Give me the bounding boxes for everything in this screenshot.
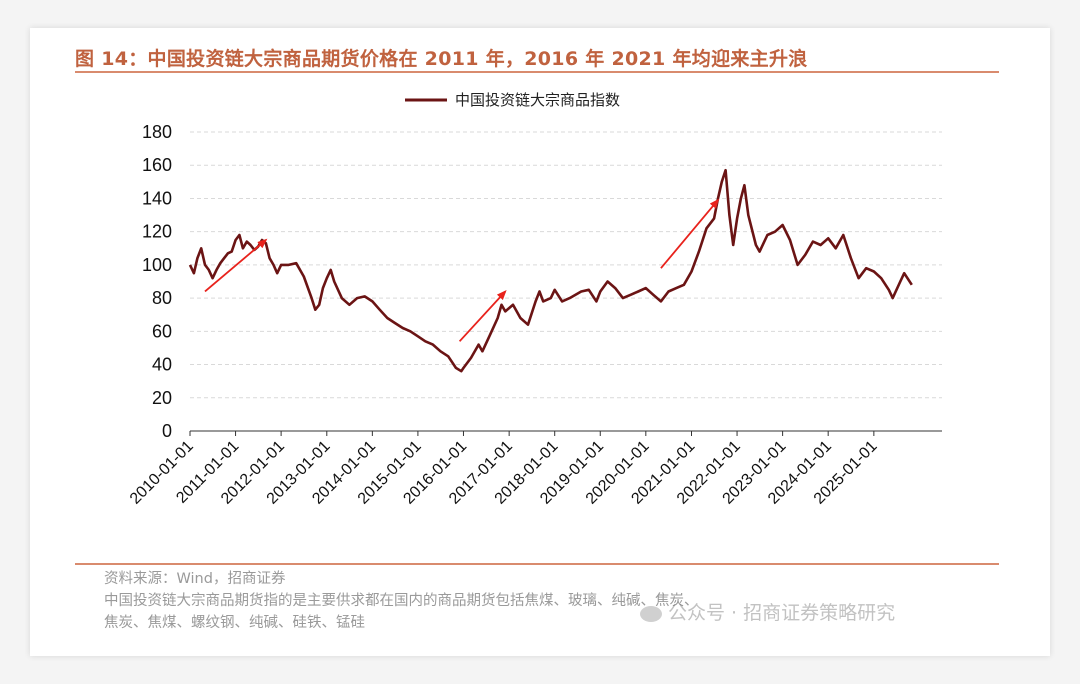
axis-layer	[189, 430, 942, 436]
x-tick-labels: 2010-01-012011-01-012012-01-012013-01-01…	[127, 438, 881, 508]
legend-label: 中国投资链大宗商品指数	[455, 91, 620, 109]
legend: 中国投资链大宗商品指数	[405, 91, 620, 109]
y-tick-label: 40	[152, 355, 172, 375]
figure-title: 图 14：中国投资链大宗商品期货价格在 2011 年，2016 年 2021 年…	[75, 48, 808, 70]
wechat-icon	[640, 605, 662, 622]
y-tick-label: 0	[162, 421, 172, 441]
note-line-1: 中国投资链大宗商品期货指的是主要供求都在国内的商品期货包括焦煤、玻璃、纯碱、焦炭…	[104, 593, 699, 609]
y-tick-label: 180	[142, 122, 172, 142]
y-tick-label: 100	[142, 255, 172, 275]
annotation-layer	[204, 198, 720, 342]
notes: 资料来源：Wind，招商证券 中国投资链大宗商品期货指的是主要供求都在国内的商品…	[104, 568, 1004, 634]
y-tick-label: 140	[142, 188, 172, 208]
watermark: 公众号 · 招商证券策略研究	[640, 598, 895, 625]
title-rule	[75, 71, 999, 73]
y-tick-label: 20	[152, 388, 172, 408]
figure-card	[30, 28, 1050, 656]
source-rule	[75, 563, 999, 565]
watermark-text: 公众号 · 招商证券策略研究	[668, 602, 896, 624]
y-tick-labels: 0 20 40 60 80 100 120 140 160 180	[142, 122, 172, 441]
grid-layer	[190, 131, 942, 399]
y-tick-label: 120	[142, 222, 172, 242]
y-tick-label: 60	[152, 321, 172, 341]
y-tick-label: 160	[142, 155, 172, 175]
y-tick-label: 80	[152, 288, 172, 308]
note-line-2: 焦炭、焦煤、螺纹钢、纯碱、硅铁、锰硅	[104, 615, 365, 631]
source-text: 资料来源：Wind，招商证券	[104, 571, 286, 587]
trend-arrow	[458, 289, 507, 342]
series-layer	[188, 168, 913, 373]
trend-arrow	[660, 198, 720, 269]
series-line	[188, 168, 913, 373]
trend-arrow	[204, 238, 268, 293]
